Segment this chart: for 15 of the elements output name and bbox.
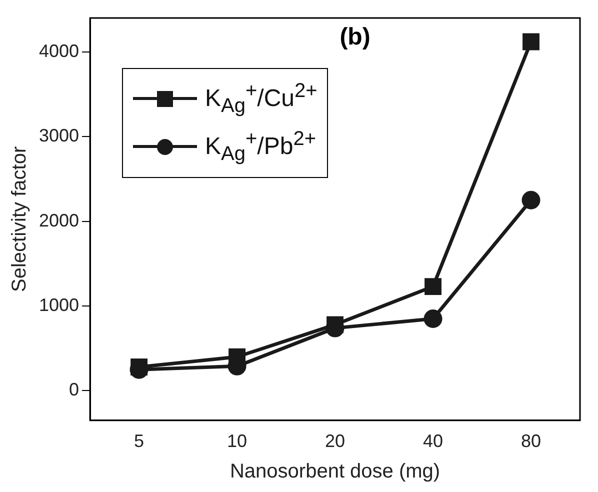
- x-tick-label: 5: [134, 431, 144, 452]
- legend-label: K$_{Ag}$$^{+}$/Pb$^{2+}$: [205, 128, 316, 166]
- legend-label: K$_{Ag}$$^{+}$/Cu$^{2+}$: [205, 80, 318, 118]
- y-tick-label: 0: [69, 380, 80, 400]
- y-tick-label: 4000: [38, 40, 80, 61]
- x-axis-title: Nanosorbent dose (mg): [230, 460, 440, 483]
- annotation: (b): [340, 24, 370, 51]
- y-axis-title: Selectivity factor: [8, 146, 31, 292]
- x-tick-label: 20: [325, 431, 346, 452]
- x-tick-label: 80: [520, 431, 542, 452]
- x-tick-label: 10: [227, 431, 248, 452]
- y-tick-label: 1000: [38, 295, 80, 315]
- x-tick-label: 40: [422, 431, 444, 452]
- y-tick-label: 2000: [38, 210, 80, 230]
- y-tick-label: 3000: [38, 126, 80, 146]
